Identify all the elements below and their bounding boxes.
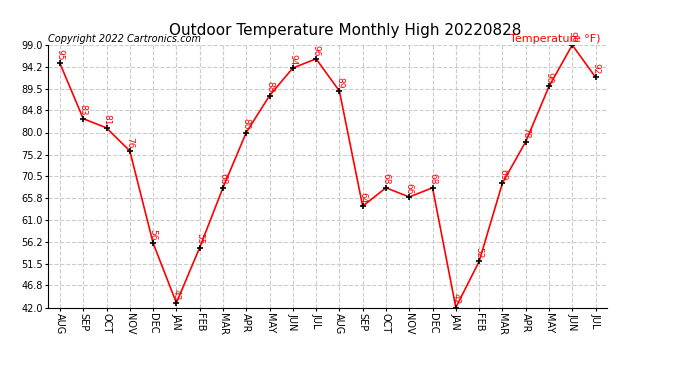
Text: 64: 64 [358,192,367,203]
Text: 92: 92 [591,63,600,75]
Text: Copyright 2022 Cartronics.com: Copyright 2022 Cartronics.com [48,34,201,44]
Text: 69: 69 [498,169,507,180]
Text: 52: 52 [475,247,484,259]
Text: 43: 43 [172,289,181,300]
Text: Outdoor Temperature Monthly High 20220828: Outdoor Temperature Monthly High 2022082… [169,22,521,38]
Text: 56: 56 [148,229,157,240]
Text: 76: 76 [126,136,135,148]
Text: 68: 68 [428,174,437,185]
Text: 55: 55 [195,233,204,245]
Text: 88: 88 [265,81,274,93]
Text: 96: 96 [312,45,321,56]
Text: Temperature °F): Temperature °F) [510,34,600,44]
Text: 80: 80 [241,118,250,130]
Text: 66: 66 [405,183,414,194]
Text: 90: 90 [544,72,553,84]
Text: 68: 68 [219,174,228,185]
Text: 94: 94 [288,54,297,65]
Text: 68: 68 [382,174,391,185]
Text: 78: 78 [521,128,530,139]
Text: 42: 42 [451,294,460,305]
Text: 95: 95 [55,49,64,61]
Text: 83: 83 [79,104,88,116]
Text: 81: 81 [102,114,111,125]
Text: 89: 89 [335,77,344,88]
Text: 99: 99 [568,31,577,42]
